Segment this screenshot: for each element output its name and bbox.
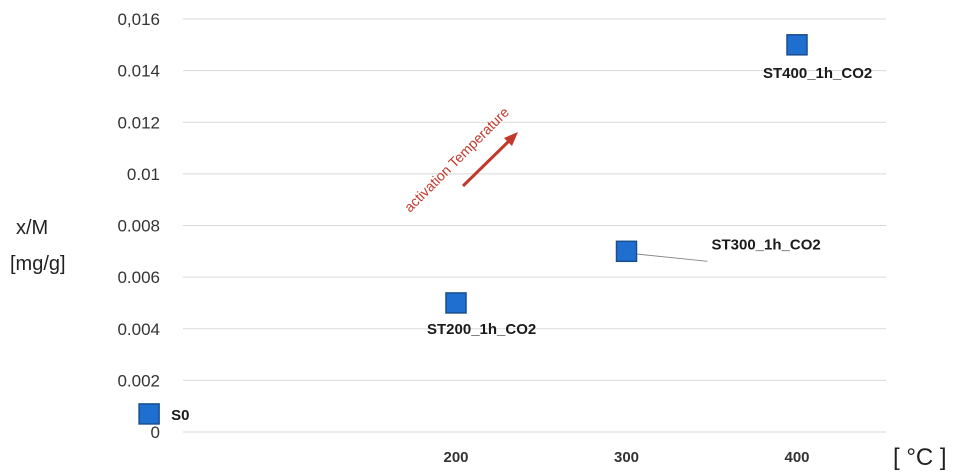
data-point-label: ST300_1h_CO2 [712, 236, 821, 253]
annotation-arrow-shaft [461, 138, 512, 188]
x-tick-label: 200 [443, 449, 468, 466]
data-point-label: ST200_1h_CO2 [427, 321, 536, 338]
data-point-marker [138, 403, 160, 425]
activation-temperature-annotation: activation Temperature [401, 104, 518, 215]
y-tick-label: 0.006 [117, 268, 160, 287]
data-points [138, 34, 808, 425]
y-tick-label: 0.004 [117, 320, 160, 339]
data-point-label: ST400_1h_CO2 [763, 65, 872, 82]
point-labels: S0 ST200_1h_CO2 ST300_1h_CO2 ST400_1h_CO2 [171, 65, 872, 424]
y-tick-label: 0,016 [117, 10, 160, 29]
label-leader-line [629, 252, 708, 262]
x-tick-label: 400 [784, 449, 809, 466]
y-axis-label-line1: x/M [16, 217, 48, 239]
y-axis-label-line2: [mg/g] [10, 253, 66, 275]
data-point-marker [786, 34, 808, 56]
y-tick-label: 0.014 [117, 62, 160, 81]
label-leader-lines [629, 252, 708, 262]
y-tick-label: 0.012 [117, 113, 160, 132]
y-axis-ticks: 0 0.002 0.004 0.006 0.008 0.01 0.012 0.014 0,016 [117, 10, 160, 442]
data-point-label: S0 [171, 407, 189, 424]
x-axis-unit-label: [ °C ] [893, 444, 947, 471]
y-tick-label: 0.002 [117, 371, 160, 390]
x-axis-ticks: 200 300 400 [443, 449, 809, 466]
annotation-text: activation Temperature [401, 104, 512, 215]
annotation-arrow-head [504, 132, 518, 146]
grid-lines [183, 18, 886, 433]
data-point-marker [445, 292, 467, 314]
x-tick-label: 300 [614, 449, 639, 466]
data-point-marker [615, 240, 638, 263]
y-tick-label: 0.01 [127, 165, 160, 184]
y-tick-label: 0 [151, 423, 160, 442]
y-tick-label: 0.008 [117, 217, 160, 236]
